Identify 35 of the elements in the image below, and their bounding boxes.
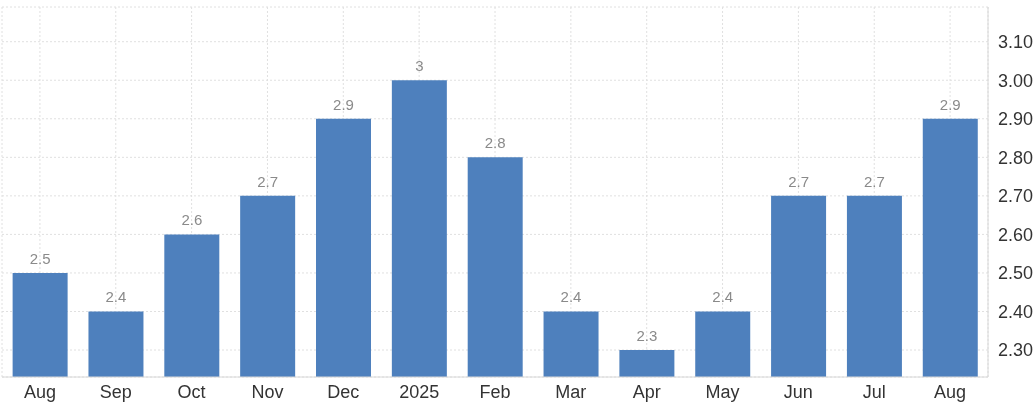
data-label: 2.7 [257, 172, 279, 190]
data-label: 2.6 [181, 211, 203, 229]
x-tick-label: Feb [479, 381, 511, 402]
data-label: 2.9 [939, 95, 961, 113]
x-tick-label: Dec [327, 381, 360, 402]
x-tick-label: 2025 [399, 381, 440, 402]
data-label: 2.4 [560, 288, 582, 306]
data-label: 2.4 [105, 288, 127, 306]
x-tick-label: Aug [934, 381, 967, 402]
x-tick-label: Apr [632, 381, 661, 402]
data-label: 2.8 [484, 134, 506, 152]
data-label: 2.4 [712, 288, 734, 306]
x-tick-label: Sep [99, 381, 132, 402]
y-tick-label: 3.00 [998, 70, 1034, 91]
y-tick-label: 2.30 [998, 340, 1034, 361]
x-tick-label: Oct [177, 381, 206, 402]
x-tick-label: Nov [251, 381, 284, 402]
x-tick-label: Jul [862, 381, 886, 402]
x-tick-label: Aug [23, 381, 56, 402]
y-tick-label: 2.40 [998, 301, 1034, 322]
y-tick-label: 2.50 [998, 263, 1034, 284]
x-tick-label: Mar [555, 381, 587, 402]
x-tick-label: Jun [783, 381, 813, 402]
data-label: 2.7 [864, 172, 885, 190]
data-label: 2.9 [333, 95, 354, 113]
y-tick-label: 2.70 [998, 186, 1034, 207]
data-label: 2.5 [29, 249, 51, 267]
y-tick-label: 2.60 [998, 224, 1034, 245]
y-tick-label: 3.10 [998, 32, 1034, 53]
x-tick-label: May [705, 381, 740, 402]
data-label: 3 [415, 57, 424, 75]
data-label: 2.7 [788, 172, 810, 190]
data-label: 2.3 [636, 327, 658, 345]
y-tick-label: 2.80 [998, 147, 1034, 168]
y-tick-label: 2.90 [998, 109, 1034, 130]
